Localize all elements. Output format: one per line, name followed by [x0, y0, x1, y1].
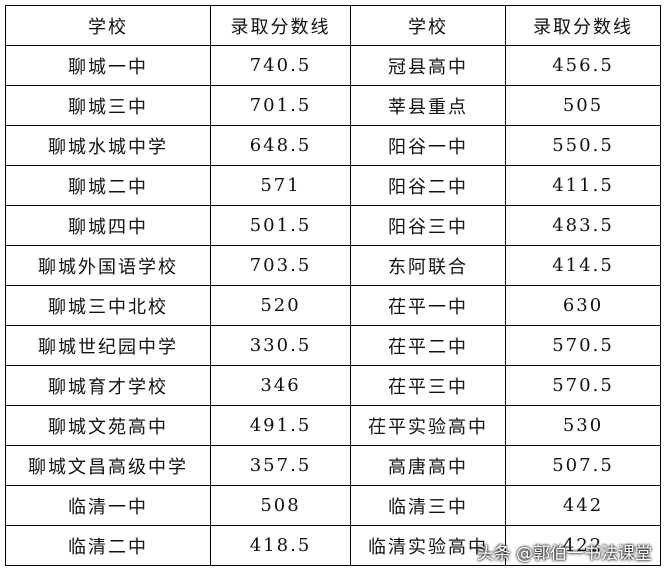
score-cell: 648.5 [210, 125, 351, 166]
school-cell: 临清三中 [350, 485, 506, 526]
score-cell: 456.5 [505, 45, 661, 86]
score-cell: 703.5 [210, 245, 351, 286]
score-cell: 520 [210, 285, 351, 326]
table-row: 聊城三中北校 520 茌平一中 630 [5, 285, 661, 326]
school-cell: 聊城世纪园中学 [5, 325, 211, 366]
table-row: 聊城文苑高中 491.5 茌平实验高中 530 [5, 405, 661, 446]
score-cell: 570.5 [505, 365, 661, 406]
table-row: 聊城一中 740.5 冠县高中 456.5 [5, 45, 661, 86]
school-cell: 东阿联合 [350, 245, 506, 286]
table-row: 聊城二中 571 阳谷二中 411.5 [5, 165, 661, 206]
header-cell: 录取分数线 [210, 5, 351, 46]
table-row: 聊城育才学校 346 茌平三中 570.5 [5, 365, 661, 406]
school-cell: 茌平三中 [350, 365, 506, 406]
school-cell: 聊城水城中学 [5, 125, 211, 166]
school-cell: 聊城二中 [5, 165, 211, 206]
school-cell: 阳谷三中 [350, 205, 506, 246]
header-row: 学校 录取分数线 学校 录取分数线 [5, 5, 661, 46]
table-row: 临清一中 508 临清三中 442 [5, 485, 661, 526]
table-row: 聊城外国语学校 703.5 东阿联合 414.5 [5, 245, 661, 286]
score-cell: 505 [505, 85, 661, 126]
score-cell: 422 [505, 525, 661, 566]
table-row: 聊城三中 701.5 莘县重点 505 [5, 85, 661, 126]
table-row: 聊城世纪园中学 330.5 茌平二中 570.5 [5, 325, 661, 366]
score-cell: 330.5 [210, 325, 351, 366]
score-cell: 630 [505, 285, 661, 326]
school-cell: 莘县重点 [350, 85, 506, 126]
score-cell: 411.5 [505, 165, 661, 206]
school-cell: 聊城一中 [5, 45, 211, 86]
school-cell: 聊城育才学校 [5, 365, 211, 406]
school-cell: 高唐高中 [350, 445, 506, 486]
score-cell: 346 [210, 365, 351, 406]
table-row: 聊城四中 501.5 阳谷三中 483.5 [5, 205, 661, 246]
school-cell: 茌平实验高中 [350, 405, 506, 446]
school-cell: 聊城四中 [5, 205, 211, 246]
school-cell: 阳谷一中 [350, 125, 506, 166]
score-cell: 550.5 [505, 125, 661, 166]
score-cell: 508 [210, 485, 351, 526]
score-cell: 414.5 [505, 245, 661, 286]
school-cell: 临清一中 [5, 485, 211, 526]
score-cell: 571 [210, 165, 351, 206]
score-table: 学校 录取分数线 学校 录取分数线 聊城一中 740.5 冠县高中 456.5 聊城三中 701.… [5, 5, 661, 566]
school-cell: 茌平二中 [350, 325, 506, 366]
school-cell: 临清二中 [5, 525, 211, 566]
header-cell: 学校 [350, 5, 506, 46]
score-cell: 530 [505, 405, 661, 446]
school-cell: 聊城文苑高中 [5, 405, 211, 446]
score-cell: 357.5 [210, 445, 351, 486]
score-cell: 570.5 [505, 325, 661, 366]
school-cell: 聊城外国语学校 [5, 245, 211, 286]
watermark: 头条 @郭伯一书法课堂 [476, 544, 652, 564]
table-row: 临清二中 418.5 临清实验高中 422 [5, 525, 661, 566]
table-body: 学校 录取分数线 学校 录取分数线 聊城一中 740.5 冠县高中 456.5 聊城三中 701.… [5, 5, 661, 566]
score-cell: 507.5 [505, 445, 661, 486]
header-cell: 录取分数线 [505, 5, 661, 46]
school-cell: 聊城文昌高级中学 [5, 445, 211, 486]
school-cell: 阳谷二中 [350, 165, 506, 206]
score-cell: 442 [505, 485, 661, 526]
score-cell: 740.5 [210, 45, 351, 86]
school-cell: 茌平一中 [350, 285, 506, 326]
score-cell: 491.5 [210, 405, 351, 446]
score-cell: 501.5 [210, 205, 351, 246]
score-cell: 483.5 [505, 205, 661, 246]
school-cell: 聊城三中北校 [5, 285, 211, 326]
score-cell: 701.5 [210, 85, 351, 126]
table-row: 聊城文昌高级中学 357.5 高唐高中 507.5 [5, 445, 661, 486]
score-cell: 418.5 [210, 525, 351, 566]
school-cell: 聊城三中 [5, 85, 211, 126]
header-cell: 学校 [5, 5, 211, 46]
table-row: 聊城水城中学 648.5 阳谷一中 550.5 [5, 125, 661, 166]
school-cell: 冠县高中 [350, 45, 506, 86]
